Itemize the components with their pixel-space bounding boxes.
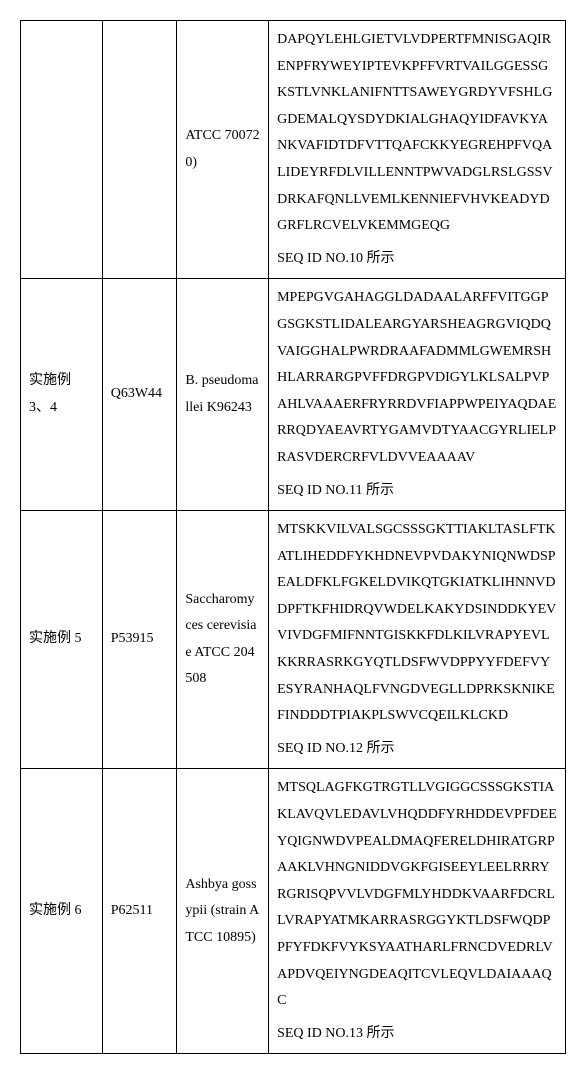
organism-name: Ashbya gossypii (strain ATCC 10895)	[177, 769, 269, 1054]
sequence-text: MTSQLAGFKGTRGTLLVGIGGCSSSGKSTIAKLAVQVLED…	[277, 775, 557, 1014]
sequence-cell: MPEPGVGAHAGGLDADAALARFFVITGGPGSGKSTLIDAL…	[269, 279, 566, 511]
organism-name: B. pseudomallei K96243	[177, 279, 269, 511]
example-label: 实施例 3、4	[21, 279, 103, 511]
accession-id: Q63W44	[102, 279, 177, 511]
organism-name: Saccharomyces cerevisiae ATCC 204508	[177, 511, 269, 769]
sequence-text: MPEPGVGAHAGGLDADAALARFFVITGGPGSGKSTLIDAL…	[277, 285, 557, 471]
example-label: 实施例 5	[21, 511, 103, 769]
example-label	[21, 21, 103, 279]
sequence-text: MTSKKVILVALSGCSSSGKTTIAKLTASLFTKATLIHEDD…	[277, 517, 557, 730]
seq-id-label: SEQ ID NO.12 所示	[277, 736, 557, 763]
table-row: ATCC 700720)DAPQYLEHLGIETVLVDPERTFMNISGA…	[21, 21, 566, 279]
seq-id-label: SEQ ID NO.10 所示	[277, 246, 557, 273]
seq-id-label: SEQ ID NO.13 所示	[277, 1021, 557, 1048]
sequence-table: ATCC 700720)DAPQYLEHLGIETVLVDPERTFMNISGA…	[20, 20, 566, 1054]
table-row: 实施例 5P53915Saccharomyces cerevisiae ATCC…	[21, 511, 566, 769]
sequence-cell: MTSKKVILVALSGCSSSGKTTIAKLTASLFTKATLIHEDD…	[269, 511, 566, 769]
sequence-cell: MTSQLAGFKGTRGTLLVGIGGCSSSGKSTIAKLAVQVLED…	[269, 769, 566, 1054]
accession-id: P62511	[102, 769, 177, 1054]
table-row: 实施例 3、4Q63W44B. pseudomallei K96243MPEPG…	[21, 279, 566, 511]
seq-id-label: SEQ ID NO.11 所示	[277, 478, 557, 505]
sequence-text: DAPQYLEHLGIETVLVDPERTFMNISGAQIRENPFRYWEY…	[277, 27, 557, 240]
example-label: 实施例 6	[21, 769, 103, 1054]
accession-id: P53915	[102, 511, 177, 769]
table-row: 实施例 6P62511Ashbya gossypii (strain ATCC …	[21, 769, 566, 1054]
accession-id	[102, 21, 177, 279]
sequence-cell: DAPQYLEHLGIETVLVDPERTFMNISGAQIRENPFRYWEY…	[269, 21, 566, 279]
organism-name: ATCC 700720)	[177, 21, 269, 279]
